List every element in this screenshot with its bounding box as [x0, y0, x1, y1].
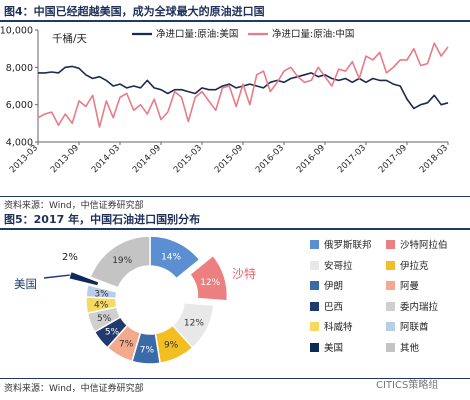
pie-slice [85, 284, 118, 300]
pie-legend-item: 俄罗斯联邦 [310, 237, 372, 251]
pie-slice [188, 254, 229, 302]
pie-legend-swatch [310, 240, 319, 249]
pie-legend-item: 阿联酋 [386, 319, 429, 333]
pie-chart: 14% 12% 12% 9% 7% 7% 5% 5% 4%3% 19% 2% 美国 沙特 [14, 235, 256, 365]
y-tick-label: 4,000 [6, 138, 33, 149]
watermark: CITICS策略组 [376, 380, 439, 391]
pie-labels: 14% 12% 12% 9% 7% 7% 5% 5% 4%3% 19% 2% [62, 252, 221, 355]
pie-slice [67, 270, 101, 287]
pie-callouts: 美国 沙特 [14, 266, 256, 291]
x-tick-label: 2017-09 [377, 143, 409, 175]
figure4-bottom-rule [0, 196, 470, 197]
x-tick-label: 2013-09 [49, 143, 81, 175]
pie-legend-item: 科威特 [310, 319, 353, 333]
pie-slice-label: 5% [97, 314, 112, 324]
figure4-top-rule [0, 20, 470, 22]
pie-slice-label: 4% [94, 300, 109, 310]
x-tick-label: 2014-09 [131, 143, 163, 175]
pie-slice-label-us: 2% [62, 252, 78, 263]
pie-slice-label: 5% [105, 327, 120, 337]
pie-legend-swatch [310, 342, 319, 352]
pie-legend-swatch [310, 281, 319, 290]
callout-line-us [43, 274, 70, 279]
pie-legend-label: 伊拉克 [400, 260, 429, 272]
pie-legend-label: 阿曼 [400, 281, 420, 292]
pie-legend-item: 伊拉克 [386, 258, 429, 272]
x-tick-label: 2018-03 [418, 143, 450, 175]
pie-slice-label: 7% [119, 339, 134, 349]
pie-legend-item: 其他 [386, 340, 419, 354]
pie-legend-label: 巴西 [324, 301, 344, 313]
pie-legend-swatch [386, 322, 395, 331]
x-tick-label: 2015-09 [213, 143, 245, 175]
pie-slice-label: 3% [94, 290, 109, 300]
pie-legend-swatch [386, 240, 395, 249]
pie-legend-item: 阿曼 [386, 278, 419, 292]
pie-legend-swatch [386, 301, 395, 311]
legend-label: 净进口量:原油:美国 [156, 28, 238, 40]
callout-us: 美国 [14, 277, 37, 291]
pie-slice-label: 12% [184, 318, 204, 328]
figure5-bottom-rule [0, 378, 470, 379]
y-tick-label: 8,000 [6, 63, 33, 74]
figure4-title: 图4：中国已经超越美国，成为全球最大的原油进口国 [4, 5, 265, 18]
pie-legend-item: 伊朗 [310, 278, 343, 292]
pie-legend-item: 沙特阿拉伯 [386, 237, 448, 251]
pie-slice-label: 9% [164, 341, 179, 351]
pie-legend-item: 美国 [310, 340, 343, 354]
series-line-china [37, 42, 449, 128]
legend-label: 净进口量:原油:中国 [272, 28, 354, 40]
x-tick-label: 2015-03 [172, 143, 204, 175]
x-tick-label: 2016-09 [295, 143, 327, 175]
pie-legend-label: 俄罗斯联邦 [324, 240, 372, 251]
pie-slice [149, 235, 201, 280]
line-chart-series [37, 42, 449, 128]
pie-slice-label: 14% [161, 252, 181, 262]
pie-legend-swatch [310, 260, 319, 270]
pie-legend-swatch [386, 260, 395, 270]
pie-legend-label: 科威特 [324, 322, 353, 333]
callout-saudi: 沙特 [232, 266, 256, 281]
pie-slice-label: 19% [112, 256, 132, 266]
y-tick-label: 6,000 [6, 100, 33, 111]
pie-legend-label: 阿联酋 [400, 322, 429, 333]
pie-slice-label: 12% [200, 278, 220, 288]
pie-legend-item: 巴西 [310, 299, 343, 313]
pie-legend-swatch [386, 342, 395, 352]
pie-slice [89, 235, 151, 289]
pie-legend-label: 沙特阿拉伯 [400, 240, 448, 251]
pie-legend-item: 委内瑞拉 [386, 299, 438, 313]
line-chart-legend: 净进口量:原油:美国 净进口量:原油:中国 [132, 28, 354, 40]
pie-legend-label: 伊朗 [324, 281, 344, 292]
figure4-source: 资料来源：Wind，中信证券研究部 [4, 201, 144, 211]
y-tick-label: 10,000 [0, 26, 33, 37]
x-tick-label: 2016-03 [254, 143, 286, 175]
x-tick-label: 2014-03 [90, 143, 122, 175]
pie-legend-swatch [386, 281, 395, 290]
pie-legend-swatch [310, 301, 319, 311]
pie-slices [67, 235, 229, 365]
pie-legend-label: 其他 [400, 342, 420, 354]
pie-slice-label: 7% [140, 345, 155, 355]
pie-legend-label: 委内瑞拉 [400, 301, 439, 313]
pie-legend-label: 安哥拉 [324, 260, 353, 272]
figure5-top-rule [0, 228, 470, 230]
figure5-title: 图5：2017 年，中国石油进口国别分布 [4, 213, 201, 226]
pie-legend-swatch [310, 322, 319, 331]
pie-legend-label: 美国 [324, 342, 344, 354]
x-tick-label: 2017-03 [336, 143, 368, 175]
pie-legend-item: 安哥拉 [310, 258, 353, 272]
y-axis-unit: 千桶/天 [52, 32, 88, 45]
figure5-source: 资料来源：Wind，中信证券研究部 [4, 384, 144, 394]
